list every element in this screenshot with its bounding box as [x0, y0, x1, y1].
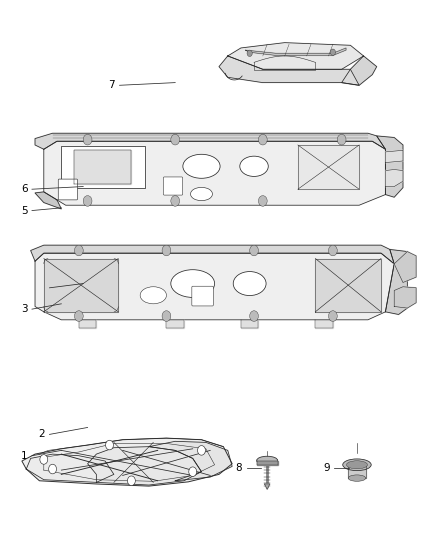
Ellipse shape	[233, 271, 266, 295]
Text: 6: 6	[21, 184, 28, 194]
Polygon shape	[22, 438, 232, 486]
Polygon shape	[35, 133, 385, 149]
Polygon shape	[348, 465, 366, 478]
Circle shape	[330, 49, 336, 55]
Polygon shape	[377, 136, 403, 197]
Polygon shape	[149, 441, 232, 481]
FancyBboxPatch shape	[58, 179, 78, 200]
Polygon shape	[241, 320, 258, 328]
Circle shape	[250, 311, 258, 321]
Text: 8: 8	[235, 463, 242, 473]
Ellipse shape	[191, 187, 212, 201]
Circle shape	[49, 464, 57, 474]
Polygon shape	[219, 56, 359, 85]
Circle shape	[189, 467, 197, 477]
Circle shape	[162, 311, 171, 321]
Polygon shape	[228, 43, 364, 69]
Circle shape	[247, 50, 252, 56]
Polygon shape	[257, 461, 278, 465]
Ellipse shape	[348, 475, 366, 481]
Circle shape	[83, 134, 92, 145]
Circle shape	[106, 440, 113, 450]
Polygon shape	[385, 249, 407, 314]
Ellipse shape	[257, 456, 278, 465]
Circle shape	[171, 134, 180, 145]
Ellipse shape	[343, 459, 371, 471]
Circle shape	[250, 245, 258, 256]
Polygon shape	[265, 484, 270, 489]
Polygon shape	[385, 169, 403, 187]
Polygon shape	[26, 454, 114, 482]
Circle shape	[337, 134, 346, 145]
Polygon shape	[44, 141, 385, 205]
Circle shape	[83, 196, 92, 206]
FancyBboxPatch shape	[163, 177, 183, 195]
Polygon shape	[394, 287, 416, 308]
Polygon shape	[385, 150, 403, 163]
Ellipse shape	[240, 156, 268, 176]
Circle shape	[328, 245, 337, 256]
Text: 2: 2	[38, 430, 45, 439]
Polygon shape	[394, 252, 416, 282]
Text: 5: 5	[21, 206, 28, 215]
Polygon shape	[44, 259, 118, 312]
Ellipse shape	[171, 270, 215, 297]
FancyBboxPatch shape	[192, 286, 213, 306]
Ellipse shape	[183, 155, 220, 179]
Circle shape	[258, 196, 267, 206]
Text: 3: 3	[21, 304, 28, 314]
Circle shape	[328, 311, 337, 321]
Polygon shape	[315, 259, 381, 312]
Polygon shape	[298, 145, 359, 189]
Circle shape	[40, 455, 48, 464]
Text: 9: 9	[323, 463, 330, 473]
Polygon shape	[31, 245, 394, 264]
Circle shape	[198, 446, 205, 455]
Circle shape	[74, 245, 83, 256]
Circle shape	[171, 196, 180, 206]
Polygon shape	[35, 253, 394, 320]
Circle shape	[162, 245, 171, 256]
Ellipse shape	[346, 461, 367, 469]
Circle shape	[127, 476, 135, 486]
Text: 1: 1	[21, 451, 28, 461]
Polygon shape	[342, 56, 377, 85]
Polygon shape	[61, 146, 145, 188]
Ellipse shape	[140, 287, 166, 304]
Circle shape	[258, 134, 267, 145]
Polygon shape	[74, 150, 131, 184]
Polygon shape	[166, 320, 184, 328]
Polygon shape	[315, 320, 333, 328]
Text: 4: 4	[38, 283, 45, 293]
Text: 7: 7	[108, 80, 115, 90]
Polygon shape	[88, 447, 201, 485]
Polygon shape	[35, 192, 61, 209]
Polygon shape	[245, 48, 346, 55]
Polygon shape	[79, 320, 96, 328]
Circle shape	[74, 311, 83, 321]
